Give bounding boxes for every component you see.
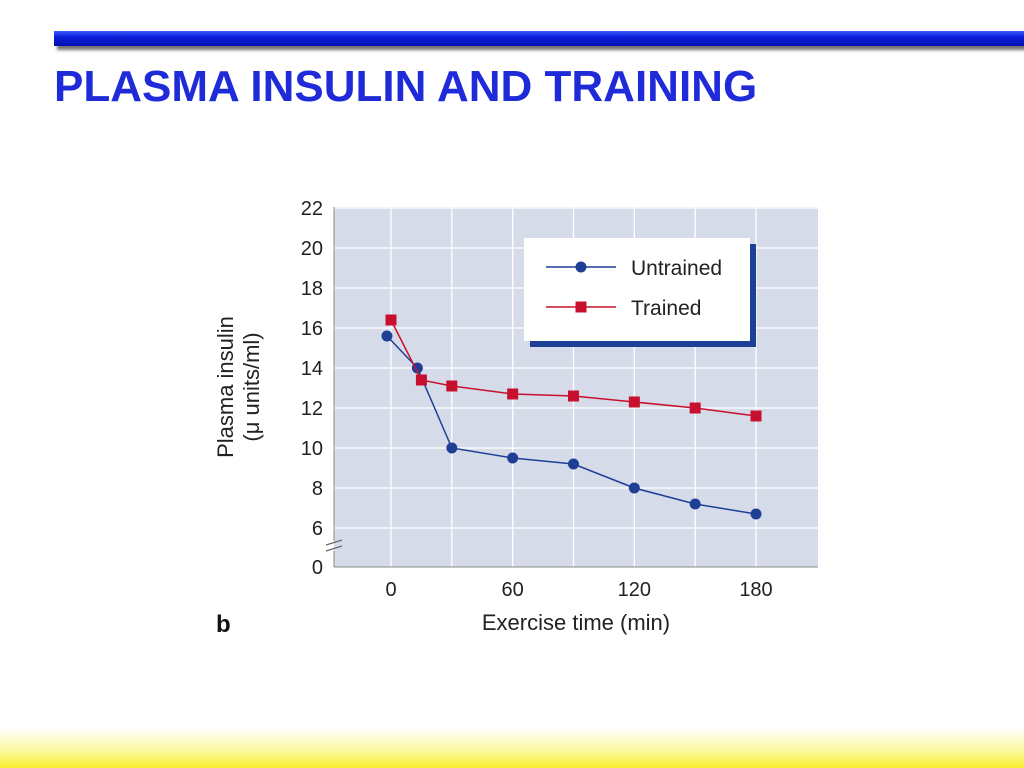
y-tick-labels: 6 8 10 12 14 16 18 20 22 0 [301, 198, 323, 579]
data-point-trained [750, 410, 762, 422]
x-tick-label: 0 [385, 579, 396, 601]
legend-label-trained: Trained [631, 297, 701, 320]
legend: Untrained Trained [524, 238, 756, 347]
y-tick-label: 12 [301, 398, 323, 420]
data-point-trained [385, 314, 397, 326]
data-point-trained [446, 380, 458, 392]
data-point-untrained [628, 482, 640, 494]
y-tick-label: 20 [301, 238, 323, 260]
x-tick-label: 180 [739, 579, 772, 601]
slide-title: PLASMA INSULIN AND TRAINING [54, 62, 758, 111]
legend-trained-marker [575, 301, 587, 313]
data-point-trained [689, 402, 701, 414]
data-point-untrained [446, 442, 458, 454]
panel-label: b [216, 611, 231, 638]
title-decoration-bar [54, 31, 1024, 46]
y-tick-label: 18 [301, 278, 323, 300]
x-axis-label: Exercise time (min) [482, 610, 670, 635]
data-point-untrained [507, 452, 519, 464]
data-point-untrained [750, 508, 762, 520]
y-tick-label-zero: 0 [312, 557, 323, 579]
legend-box [524, 238, 750, 341]
data-point-trained [568, 390, 579, 402]
y-axis-break [325, 539, 343, 552]
y-tick-label: 10 [301, 438, 323, 460]
y-tick-label: 8 [312, 478, 323, 500]
x-tick-labels: 0 60 120 180 [385, 579, 772, 601]
y-tick-label: 22 [301, 198, 323, 220]
x-tick-label: 120 [618, 579, 651, 601]
x-tick-label: 60 [502, 579, 524, 601]
y-tick-label: 16 [301, 318, 323, 340]
data-point-trained [415, 374, 427, 386]
data-point-trained [507, 388, 519, 400]
y-axis-label-line1: Plasma insulin [213, 316, 238, 458]
data-point-untrained [568, 458, 579, 470]
y-axis-label-line2: (μ units/ml) [239, 332, 264, 441]
series-layer [381, 314, 762, 520]
legend-untrained-marker [575, 261, 587, 273]
bottom-decoration-band [0, 728, 1024, 768]
y-tick-label: 14 [301, 358, 323, 380]
data-point-untrained [381, 330, 393, 342]
y-tick-label: 6 [312, 518, 323, 540]
data-point-trained [628, 396, 640, 408]
legend-label-untrained: Untrained [631, 257, 722, 280]
data-point-untrained [689, 498, 701, 510]
